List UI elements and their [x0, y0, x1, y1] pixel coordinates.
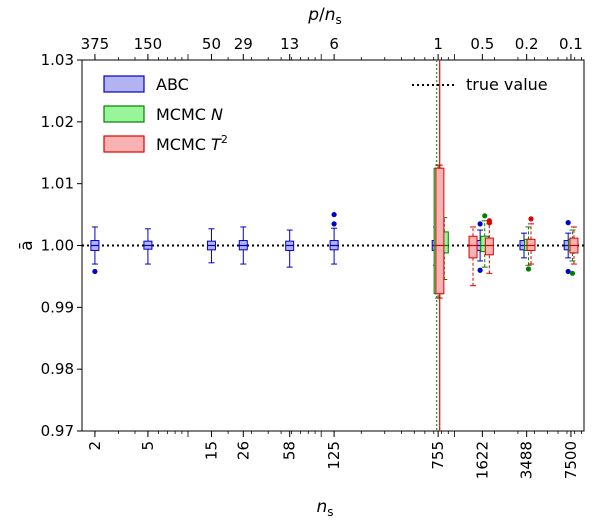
x2-tick-label: 0.1 — [559, 35, 583, 53]
x-tick-label: 58 — [281, 441, 299, 460]
x2-axis-title: p/ns — [307, 5, 342, 27]
x2-tick-label: 375 — [81, 35, 110, 53]
outlier-point — [482, 213, 488, 219]
x-tick-label: 125 — [325, 441, 343, 470]
legend-swatch — [103, 105, 145, 123]
y-tick-label: 1.01 — [41, 175, 74, 193]
x-tick-label: 755 — [429, 441, 447, 470]
x-tick-label: 1622 — [473, 441, 491, 479]
outlier-point — [331, 211, 337, 218]
x2-tick-label: 1 — [433, 35, 443, 53]
x-tick-label: 7500 — [562, 441, 580, 479]
x-tick-label: 5 — [139, 441, 157, 451]
box-body — [526, 238, 536, 251]
x2-tick-label: 50 — [202, 35, 221, 53]
x2-tick-label: 13 — [280, 35, 299, 53]
x2-tick-label: 150 — [134, 35, 163, 53]
x2-tick-label: 29 — [234, 35, 253, 53]
x-axis-title: ns — [316, 497, 333, 519]
x2-tick-label: 6 — [329, 35, 339, 53]
x-tick-label: 26 — [234, 441, 252, 460]
legend-label: MCMC N — [156, 105, 223, 124]
legend-true-value-label: true value — [466, 75, 548, 94]
outlier-point — [477, 267, 483, 273]
box-body — [468, 235, 478, 259]
x2-tick-label: 0.5 — [470, 35, 494, 53]
outlier-point — [565, 220, 571, 226]
outlier-point — [565, 268, 571, 275]
y-tick-label: 1.03 — [41, 51, 74, 69]
legend-swatch — [103, 75, 145, 93]
x-tick-label: 15 — [202, 441, 220, 460]
legend-label: MCMC T2 — [156, 133, 228, 154]
legend-label: ABC — [156, 75, 189, 94]
y-tick-label: 1.02 — [41, 113, 74, 131]
y-tick-label: 0.99 — [41, 298, 74, 316]
box-body — [484, 237, 494, 256]
y-axis-title: ā — [17, 240, 37, 250]
outlier-point — [486, 218, 492, 224]
outlier-point — [525, 266, 532, 272]
outlier-point — [477, 221, 483, 227]
y-tick-label: 0.97 — [41, 422, 74, 440]
x2-tick-label: 0.2 — [515, 35, 539, 53]
outlier-point — [528, 216, 534, 222]
box-body — [435, 167, 445, 295]
y-tick-label: 0.98 — [41, 360, 74, 378]
x-tick-label: 3488 — [518, 441, 536, 479]
outlier-point — [569, 270, 576, 276]
legend-swatch — [103, 135, 145, 153]
outlier-point — [92, 268, 98, 275]
outlier-point — [331, 221, 337, 227]
x-tick-label: 2 — [86, 441, 104, 451]
y-tick-label: 1.00 — [41, 237, 74, 255]
